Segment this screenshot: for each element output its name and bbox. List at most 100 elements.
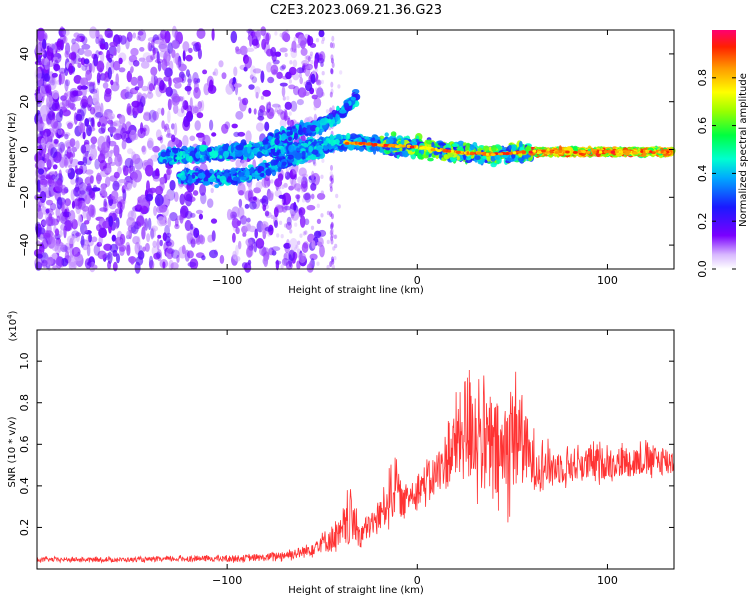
heatmap-cell <box>193 42 200 53</box>
heatmap-cell <box>331 256 334 263</box>
heatmap-cell <box>89 175 94 184</box>
heatmap-cell <box>541 149 546 153</box>
heatmap-cell <box>245 222 251 231</box>
heatmap-cell <box>293 205 299 213</box>
heatmap-cell <box>196 112 204 119</box>
heatmap-cell <box>508 144 512 150</box>
heatmap-cell <box>254 86 261 95</box>
heatmap-cell <box>75 37 82 42</box>
heatmap-cell <box>233 66 238 77</box>
heatmap-cell <box>178 246 187 259</box>
heatmap-cell <box>169 212 178 222</box>
heatmap-cell <box>194 120 201 131</box>
heatmap-cell <box>150 154 159 162</box>
heatmap-cell <box>182 49 186 62</box>
heatmap-cell <box>491 145 497 152</box>
heatmap-cell <box>71 42 80 55</box>
heatmap-cell <box>264 121 270 132</box>
heatmap-cell <box>303 81 307 87</box>
heatmap-cell <box>78 165 84 174</box>
heatmap-cell <box>219 254 225 264</box>
heatmap-cell <box>119 35 127 45</box>
heatmap-cell <box>274 220 278 228</box>
heatmap-cell <box>399 147 403 152</box>
heatmap-cell <box>388 143 395 147</box>
heatmap-cell <box>272 59 280 65</box>
heatmap-cell <box>297 187 301 192</box>
heatmap-cell <box>386 137 394 145</box>
heatmap-cell <box>279 32 283 38</box>
heatmap-cell <box>282 96 286 101</box>
heatmap-cell <box>185 153 189 158</box>
heatmap-cell <box>303 193 311 201</box>
heatmap-cell <box>147 41 151 52</box>
heatmap-cell <box>244 203 250 209</box>
heatmap-cell <box>125 36 130 50</box>
heatmap-cell <box>56 215 61 223</box>
heatmap-cell <box>103 92 112 103</box>
heatmap-cell <box>176 56 180 69</box>
heatmap-cell <box>73 32 80 38</box>
heatmap-cell <box>295 194 301 200</box>
heatmap-cell <box>167 110 171 124</box>
heatmap-cell <box>107 119 114 125</box>
heatmap-cell <box>159 51 165 58</box>
heatmap-cell <box>221 72 227 80</box>
heatmap-cell <box>99 207 108 212</box>
heatmap-cell <box>164 67 173 78</box>
heatmap-cell <box>269 250 273 255</box>
heatmap-cell <box>321 71 325 76</box>
heatmap-cell <box>329 229 333 236</box>
heatmap-cell <box>151 39 155 49</box>
heatmap-cell <box>61 109 71 117</box>
heatmap-cell <box>309 54 313 59</box>
heatmap-cell <box>282 208 286 213</box>
heatmap-cell <box>326 239 330 245</box>
heatmap-cell <box>147 137 154 150</box>
heatmap-cell <box>186 69 190 77</box>
heatmap-cell <box>328 143 332 151</box>
heatmap-cell <box>112 261 118 272</box>
heatmap-cell <box>234 255 241 262</box>
heatmap-cell <box>596 150 600 154</box>
heatmap-cell <box>586 150 591 154</box>
heatmap-cell <box>155 129 162 140</box>
heatmap-cell <box>331 35 335 42</box>
heatmap-cell <box>100 102 104 115</box>
heatmap-cell <box>299 77 304 85</box>
heatmap-cell <box>95 36 100 45</box>
heatmap-cell <box>37 76 44 86</box>
heatmap-cell <box>316 79 320 85</box>
heatmap-cell <box>113 50 117 56</box>
heatmap-cell <box>46 61 55 68</box>
heatmap-cell <box>91 187 101 192</box>
heatmap-cell <box>280 264 284 269</box>
heatmap-cell <box>169 152 175 157</box>
heatmap-cell <box>277 185 281 190</box>
heatmap-cell <box>126 230 131 238</box>
heatmap-cell <box>452 143 459 148</box>
heatmap-cell <box>154 194 164 207</box>
heatmap-cell <box>119 233 126 245</box>
heatmap-cell <box>310 193 315 200</box>
heatmap-cell <box>39 85 45 97</box>
heatmap-cell <box>98 37 104 47</box>
heatmap-cell <box>272 109 276 115</box>
heatmap-cell <box>96 60 105 73</box>
heatmap-cell <box>182 41 190 52</box>
heatmap-cell <box>50 147 58 159</box>
heatmap-cell <box>72 96 82 102</box>
heatmap-cell <box>277 105 282 110</box>
heatmap-cell <box>119 114 126 125</box>
heatmap-cell <box>329 175 333 182</box>
heatmap-cell <box>321 158 325 163</box>
heatmap-cell <box>443 154 449 159</box>
heatmap-cell <box>249 74 254 80</box>
heatmap-cell <box>296 67 305 74</box>
heatmap-cell <box>139 95 146 108</box>
heatmap-cell <box>118 244 126 252</box>
heatmap-cell <box>289 229 293 234</box>
heatmap-cell <box>288 84 296 90</box>
heatmap-cell <box>290 47 294 52</box>
heatmap-cell <box>330 81 334 88</box>
